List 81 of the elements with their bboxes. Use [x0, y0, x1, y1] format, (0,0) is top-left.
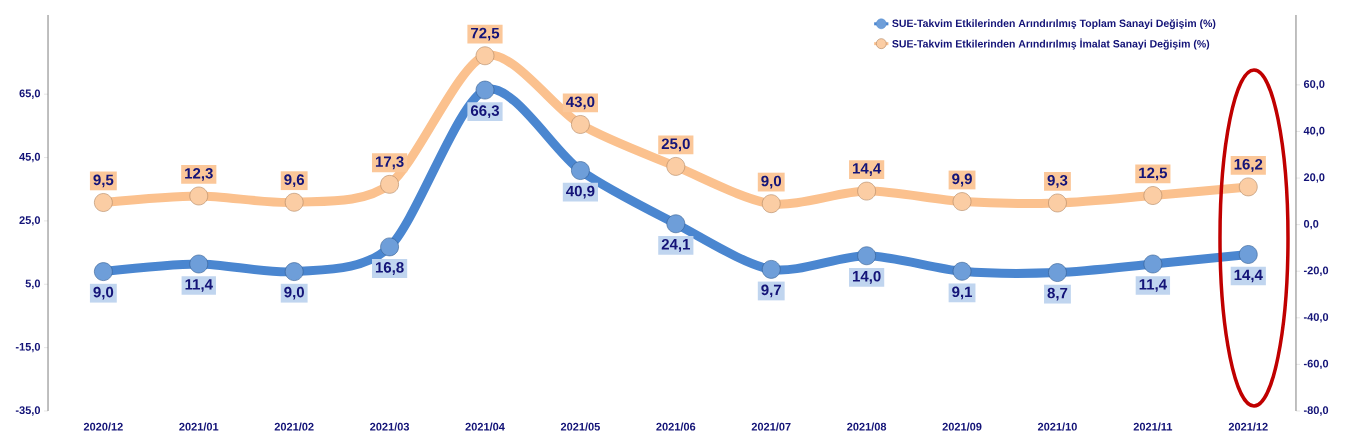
- x-tick-label: 2021/09: [942, 422, 982, 431]
- point: [189, 254, 209, 274]
- data-label: 9,7: [761, 284, 781, 298]
- y-tick-label: 5,0: [25, 279, 41, 289]
- point: [952, 261, 972, 281]
- data-label: 16,2: [1234, 158, 1263, 172]
- x-tick-label: 2021/05: [560, 422, 600, 431]
- point: [666, 214, 686, 234]
- y2-tick-label: -80,0: [1303, 406, 1329, 416]
- point: [189, 186, 209, 206]
- x-tick-label: 2021/03: [370, 422, 410, 431]
- x-tick-label: 2021/02: [274, 422, 314, 431]
- legend-label: SUE-Takvim Etkilerinden Arındırılmış Toplam Sanayi Değişim (%): [892, 19, 1216, 30]
- point: [1048, 193, 1067, 213]
- x-tick-label: 2021/12: [1228, 422, 1268, 431]
- data-label: 9,0: [761, 175, 782, 189]
- point: [475, 46, 495, 66]
- point: [952, 192, 972, 211]
- data-label: 14,4: [1234, 269, 1263, 283]
- point: [475, 80, 495, 100]
- data-label: 9,9: [952, 173, 972, 187]
- data-label: 66,3: [470, 105, 500, 119]
- data-label: 9,3: [1047, 174, 1068, 188]
- data-label: 24,1: [661, 238, 690, 252]
- x-tick-label: 2021/10: [1037, 422, 1077, 431]
- data-label: 12,5: [1139, 167, 1168, 181]
- data-label: 43,0: [566, 96, 595, 110]
- legend-label: SUE-Takvim Etkilerinden Arındırılmış İmalat Sanayi Değişim (%): [892, 38, 1210, 50]
- point: [761, 194, 781, 213]
- y2-tick-label: -40,0: [1303, 313, 1329, 323]
- y2-tick-label: 60,0: [1303, 80, 1325, 90]
- point: [1238, 245, 1258, 264]
- data-label: 14,4: [852, 163, 882, 176]
- point: [1143, 186, 1163, 205]
- data-label: 8,7: [1047, 287, 1068, 301]
- data-label: 25,0: [661, 138, 690, 152]
- y-tick-label: 45,0: [19, 152, 41, 163]
- point: [284, 192, 304, 212]
- x-tick-label: 2021/06: [656, 422, 696, 431]
- point: [1238, 177, 1258, 197]
- x-tick-label: 2021/01: [179, 422, 219, 431]
- data-label: 72,5: [471, 27, 500, 41]
- data-label: 9,0: [93, 286, 114, 300]
- point: [380, 175, 399, 194]
- data-label: 16,8: [375, 262, 404, 275]
- data-label: 40,9: [566, 185, 595, 199]
- x-tick-label: 2021/07: [751, 422, 791, 431]
- point: [94, 193, 113, 212]
- y2-tick-label: 20,0: [1303, 173, 1325, 183]
- data-label: 9,0: [284, 286, 304, 300]
- data-label: 9,6: [284, 174, 305, 188]
- x-tick-label: 2021/08: [847, 422, 887, 431]
- y2-tick-label: 0,0: [1303, 219, 1319, 230]
- data-label: 17,3: [375, 156, 404, 170]
- data-label: 9,1: [952, 286, 973, 300]
- point: [666, 157, 686, 176]
- point: [284, 262, 304, 281]
- point: [380, 237, 399, 257]
- x-tick-label: 2021/04: [465, 422, 505, 431]
- point: [94, 262, 113, 281]
- point: [1143, 254, 1163, 274]
- y-tick-label: -35,0: [15, 406, 41, 416]
- y2-tick-label: -20,0: [1303, 266, 1329, 276]
- y-tick-label: 25,0: [19, 216, 41, 226]
- y-tick-label: 65,0: [19, 89, 41, 99]
- data-label: 11,4: [185, 279, 213, 292]
- point: [761, 260, 781, 279]
- data-label: 14,0: [852, 270, 881, 284]
- x-tick-label: 2021/11: [1133, 422, 1173, 431]
- point: [857, 246, 876, 266]
- point: [571, 115, 590, 134]
- data-label: 12,3: [185, 167, 213, 181]
- y-tick-label: -15,0: [15, 342, 41, 353]
- y2-tick-label: -60,0: [1303, 359, 1329, 370]
- data-label: 9,5: [93, 174, 114, 188]
- x-tick-label: 2020/12: [83, 422, 123, 431]
- point: [571, 161, 590, 180]
- point: [1048, 263, 1067, 282]
- y2-tick-label: 40,0: [1303, 126, 1325, 137]
- point: [857, 181, 876, 201]
- data-label: 11,4: [1139, 279, 1167, 292]
